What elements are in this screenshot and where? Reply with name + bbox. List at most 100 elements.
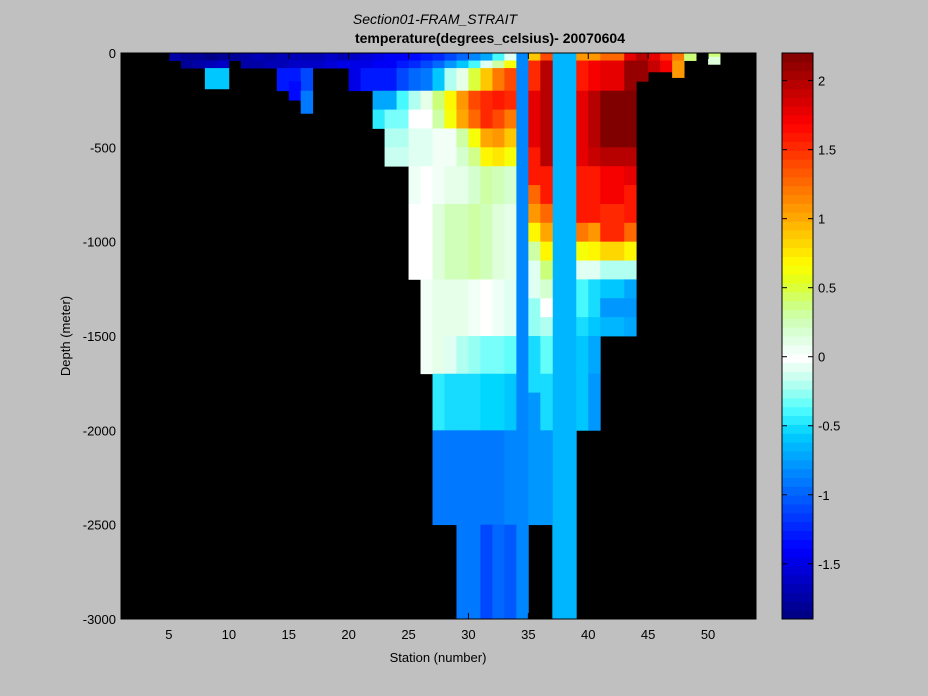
heatmap-cell xyxy=(600,260,625,280)
heatmap-cell xyxy=(432,430,505,526)
y-tick-label: -1500 xyxy=(83,329,116,344)
x-tick-label: 40 xyxy=(581,627,595,642)
heatmap-cell xyxy=(432,60,445,69)
heatmap-cell xyxy=(432,203,445,280)
heatmap-cell xyxy=(288,53,302,61)
colorbar-swatch xyxy=(782,459,813,470)
colorbar-tick-label: 1.5 xyxy=(818,143,836,158)
heatmap-cell xyxy=(540,430,553,526)
colorbar-swatch xyxy=(782,433,813,443)
x-tick-label: 35 xyxy=(521,627,535,642)
heatmap-cell xyxy=(480,203,493,280)
heatmap-cell xyxy=(384,53,397,61)
colorbar-swatch xyxy=(782,424,813,434)
colorbar-swatch xyxy=(782,397,813,408)
heatmap-cell xyxy=(420,68,433,92)
heatmap-cell xyxy=(624,90,637,148)
colorbar-swatch xyxy=(782,504,813,514)
heatmap-cell xyxy=(468,166,481,205)
heatmap-cell xyxy=(444,68,457,92)
x-tick-label: 5 xyxy=(165,627,172,642)
y-tick-label: -2000 xyxy=(83,423,116,438)
colorbar-swatch xyxy=(782,79,813,89)
x-axis: 5 10 15 20 25 30 35 40 45 50 xyxy=(165,53,715,642)
heatmap-cell xyxy=(528,222,541,243)
heatmap-cell xyxy=(576,53,589,61)
colorbar-swatch xyxy=(782,406,813,417)
heatmap-cell xyxy=(276,53,290,61)
heatmap-cell xyxy=(336,53,350,61)
heatmap-cell xyxy=(480,373,493,431)
colorbar-tick-label: 0 xyxy=(818,350,825,365)
colorbar-swatch xyxy=(782,486,813,496)
heatmap-cell xyxy=(468,68,481,92)
heatmap-cell xyxy=(624,166,637,186)
heatmap-cell xyxy=(372,109,385,129)
heatmap-cell xyxy=(600,203,625,243)
heatmap-cell xyxy=(228,53,242,61)
heatmap-cell xyxy=(384,60,397,69)
heatmap-cell xyxy=(444,90,457,110)
heatmap-cell xyxy=(576,317,589,337)
y-tick-label: 0 xyxy=(109,46,116,61)
heatmap-cell xyxy=(576,279,589,318)
colorbar-swatch xyxy=(782,495,813,505)
heatmap-cell xyxy=(252,60,266,69)
colorbar-swatch xyxy=(782,601,813,611)
heatmap-cell xyxy=(240,60,254,69)
heatmap-cell xyxy=(684,53,697,61)
heatmap-cell xyxy=(504,373,517,431)
heatmap-cell xyxy=(528,392,541,526)
y-axis: 0 -500 -1000 -1500 -2000 -2500 -3000 xyxy=(83,46,756,627)
heatmap-cell xyxy=(300,90,314,114)
heatmap-cell xyxy=(444,109,457,129)
heatmap-cell xyxy=(480,166,493,205)
x-tick-label: 10 xyxy=(222,627,236,642)
colorbar-tick-label: -0.5 xyxy=(818,419,840,434)
heatmap-cell xyxy=(468,53,481,61)
heatmap-cell xyxy=(540,279,553,299)
heatmap-cell xyxy=(456,90,469,110)
heatmap-cell xyxy=(624,53,637,61)
heatmap-cell xyxy=(540,166,553,205)
heatmap-cell xyxy=(408,128,433,148)
heatmap-cell xyxy=(624,185,637,224)
heatmap-cell xyxy=(432,373,445,431)
colorbar-tick-label: 1 xyxy=(818,212,825,227)
heatmap-cell xyxy=(636,53,649,61)
colorbar-swatch xyxy=(782,114,813,125)
heatmap-cell xyxy=(504,430,517,526)
heatmap-cell xyxy=(480,524,493,619)
heatmap-cell xyxy=(432,68,445,92)
heatmap-cell xyxy=(204,68,230,90)
heatmap-cell xyxy=(648,53,661,61)
heatmap-cell xyxy=(504,279,517,337)
colorbar-swatch xyxy=(782,229,813,240)
heatmap-cell xyxy=(324,60,338,69)
heatmap-cell xyxy=(504,203,517,280)
heatmap-cell xyxy=(396,68,409,92)
heatmap-cell xyxy=(264,53,278,61)
heatmap-cell xyxy=(204,60,218,69)
heatmap-cell xyxy=(444,336,457,375)
heatmap-cell xyxy=(480,128,493,148)
heatmap-cell xyxy=(540,53,553,61)
y-axis-label: Depth (meter) xyxy=(58,296,73,376)
heatmap-cell xyxy=(600,147,625,167)
colorbar-swatch xyxy=(782,106,813,116)
heatmap-cell xyxy=(480,109,493,129)
heatmap-cell xyxy=(492,90,505,110)
heatmap-cell xyxy=(408,60,421,69)
heatmap-cell xyxy=(300,68,314,92)
colorbar-swatch xyxy=(782,300,813,310)
heatmap-cell xyxy=(456,336,469,375)
heatmap-cell xyxy=(408,203,433,280)
heatmap-cell xyxy=(504,147,517,167)
colorbar-swatch xyxy=(782,132,813,142)
heatmap-cell xyxy=(396,53,409,61)
heatmap-cell xyxy=(540,336,553,375)
y-tick-label: -2500 xyxy=(83,518,116,533)
colorbar-swatch xyxy=(782,565,813,576)
colorbar-swatch xyxy=(782,247,813,257)
heatmap-cell xyxy=(432,279,445,375)
